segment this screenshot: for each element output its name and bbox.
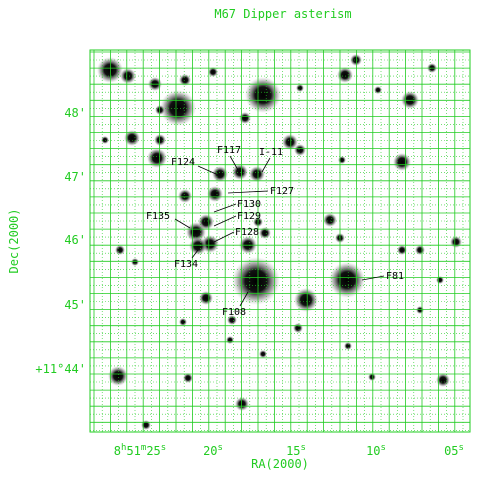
chart-title: M67 Dipper asterism bbox=[214, 7, 351, 21]
star bbox=[245, 77, 281, 113]
star-label: F135 bbox=[146, 211, 170, 222]
leader-line bbox=[229, 155, 239, 171]
star bbox=[450, 236, 462, 248]
star bbox=[131, 258, 139, 266]
star bbox=[294, 144, 306, 156]
coordinate-grid bbox=[89, 49, 471, 433]
star bbox=[101, 136, 109, 144]
star bbox=[124, 130, 140, 146]
star bbox=[108, 366, 128, 386]
ra-tick-label: 20s bbox=[203, 443, 223, 458]
leader-line bbox=[213, 231, 235, 243]
leader-line bbox=[191, 249, 199, 259]
ra-number: 15 bbox=[286, 444, 300, 458]
ra-number: 51 bbox=[126, 444, 140, 458]
star-label: F128 bbox=[235, 227, 259, 238]
star bbox=[239, 112, 251, 124]
leader-line bbox=[213, 215, 237, 227]
leader-line bbox=[361, 275, 385, 281]
leader-line bbox=[174, 218, 191, 229]
star bbox=[397, 245, 407, 255]
unit-superscript: s bbox=[381, 443, 386, 453]
star-label: F129 bbox=[237, 211, 261, 222]
star bbox=[199, 291, 213, 305]
dec-tick-label: 47' bbox=[64, 170, 86, 184]
star bbox=[179, 74, 191, 86]
ra-number: 8 bbox=[114, 444, 121, 458]
dec-tick-label: +11°44' bbox=[35, 362, 86, 376]
star bbox=[178, 189, 192, 203]
ra-tick-label: 8h51m25s bbox=[114, 443, 166, 458]
star-label: F127 bbox=[270, 186, 294, 197]
ra-tick-label: 05s bbox=[444, 443, 464, 458]
leader-line bbox=[213, 203, 237, 213]
star-label: F117 bbox=[217, 145, 241, 156]
star-label: F124 bbox=[171, 157, 195, 168]
star bbox=[323, 213, 337, 227]
unit-superscript: s bbox=[301, 443, 306, 453]
dec-tick-label: 48' bbox=[64, 106, 86, 120]
star bbox=[294, 288, 318, 312]
leader-line bbox=[197, 165, 217, 175]
plot-frame bbox=[89, 49, 471, 433]
ra-number: 05 bbox=[444, 444, 458, 458]
star bbox=[147, 148, 167, 168]
star bbox=[226, 336, 234, 344]
star bbox=[296, 84, 304, 92]
star-label: F108 bbox=[222, 307, 246, 318]
star-label: F130 bbox=[237, 199, 261, 210]
unit-superscript: h bbox=[121, 443, 126, 453]
x-axis-label: RA(2000) bbox=[251, 457, 309, 471]
unit-superscript: s bbox=[218, 443, 223, 453]
star bbox=[338, 156, 346, 164]
y-axis-label: Dec(2000) bbox=[7, 208, 21, 273]
star bbox=[368, 373, 376, 381]
ra-number: 20 bbox=[203, 444, 217, 458]
star bbox=[208, 67, 218, 77]
star bbox=[249, 166, 265, 182]
ra-number: 10 bbox=[366, 444, 380, 458]
star-label: I-11 bbox=[259, 147, 283, 158]
ra-number: 25 bbox=[146, 444, 160, 458]
star bbox=[189, 237, 207, 255]
leader-line bbox=[227, 190, 269, 194]
unit-superscript: s bbox=[161, 443, 166, 453]
star bbox=[282, 134, 298, 150]
dec-tick-label: 45' bbox=[64, 298, 86, 312]
star-label: F134 bbox=[174, 259, 198, 270]
star-labels: F117 I-11 F124 F127 F130 F135 F129 F128 F134 F81 F… bbox=[146, 145, 404, 318]
unit-superscript: s bbox=[459, 443, 464, 453]
star bbox=[232, 257, 280, 305]
leader-line bbox=[239, 291, 249, 307]
star bbox=[232, 164, 248, 180]
star bbox=[115, 245, 125, 255]
leader-line bbox=[261, 157, 271, 173]
star bbox=[337, 67, 353, 83]
sky-image bbox=[97, 54, 462, 430]
star bbox=[120, 68, 136, 84]
ra-tick-label: 15s bbox=[286, 443, 306, 458]
star bbox=[207, 186, 223, 202]
star bbox=[393, 153, 411, 171]
star bbox=[259, 227, 271, 239]
unit-superscript: m bbox=[141, 443, 146, 453]
star bbox=[141, 420, 151, 430]
star bbox=[179, 318, 187, 326]
star bbox=[183, 373, 193, 383]
star bbox=[293, 323, 303, 333]
star bbox=[329, 262, 365, 298]
ra-tick-label: 10s bbox=[366, 443, 386, 458]
star bbox=[344, 342, 352, 350]
dec-tick-label: 46' bbox=[64, 233, 86, 247]
star-label: F81 bbox=[386, 271, 404, 282]
star bbox=[212, 166, 228, 182]
star bbox=[259, 350, 267, 358]
star bbox=[415, 245, 425, 255]
